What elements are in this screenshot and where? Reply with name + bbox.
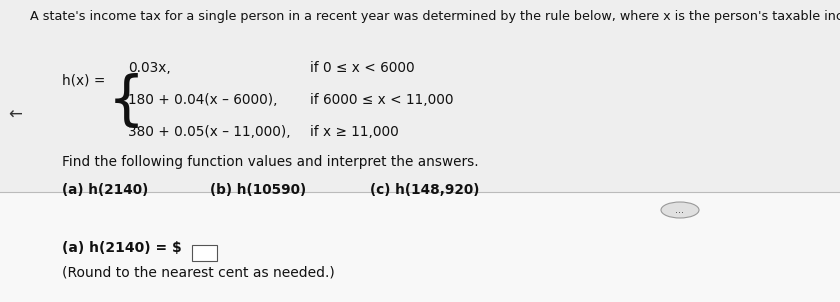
Text: ...: ... — [675, 205, 685, 215]
Text: Find the following function values and interpret the answers.: Find the following function values and i… — [62, 155, 479, 169]
Text: (a) h(2140): (a) h(2140) — [62, 183, 148, 197]
Text: ←: ← — [8, 106, 22, 124]
Text: if 6000 ≤ x < 11,000: if 6000 ≤ x < 11,000 — [310, 93, 454, 107]
Text: if 0 ≤ x < 6000: if 0 ≤ x < 6000 — [310, 61, 415, 75]
Text: {: { — [108, 73, 145, 130]
Bar — [192, 245, 217, 261]
Text: A state's income tax for a single person in a recent year was determined by the : A state's income tax for a single person… — [30, 10, 840, 23]
Text: (b) h(10590): (b) h(10590) — [210, 183, 306, 197]
Text: 380 + 0.05(x – 11,000),: 380 + 0.05(x – 11,000), — [128, 125, 291, 139]
Bar — [0, 192, 840, 302]
Ellipse shape — [661, 202, 699, 218]
Bar — [0, 0, 840, 192]
Text: if x ≥ 11,000: if x ≥ 11,000 — [310, 125, 399, 139]
Text: (Round to the nearest cent as needed.): (Round to the nearest cent as needed.) — [62, 265, 335, 279]
Text: (c) h(148,920): (c) h(148,920) — [370, 183, 480, 197]
Text: h(x) =: h(x) = — [62, 73, 105, 87]
Text: (a) h(2140) = $: (a) h(2140) = $ — [62, 241, 181, 255]
Text: 0.03x,: 0.03x, — [128, 61, 171, 75]
Text: 180 + 0.04(x – 6000),: 180 + 0.04(x – 6000), — [128, 93, 277, 107]
